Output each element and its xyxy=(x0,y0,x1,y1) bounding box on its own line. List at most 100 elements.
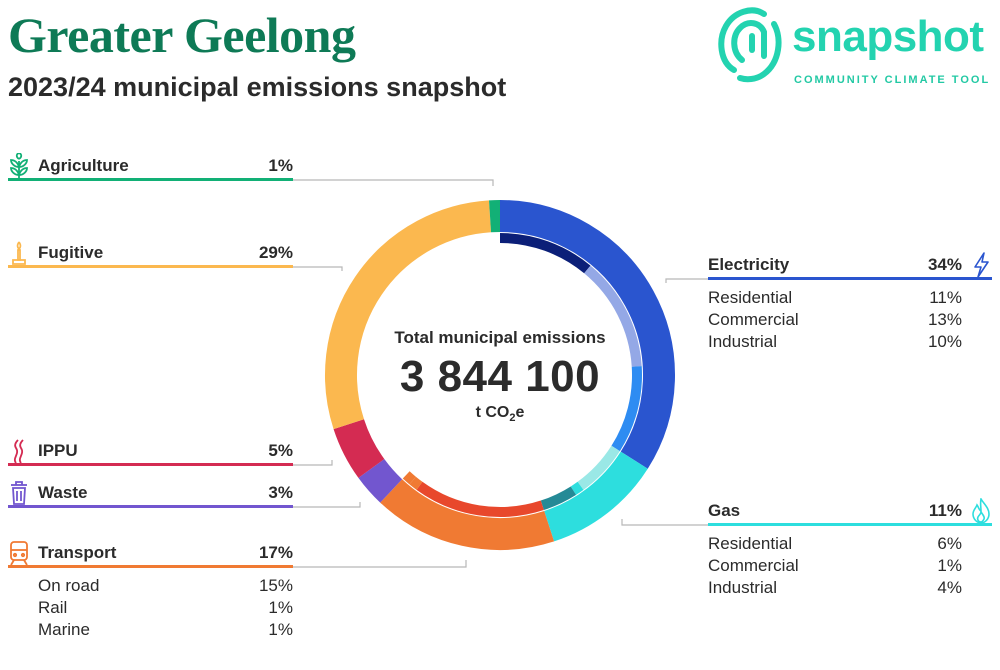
donut-slice-fugitive xyxy=(325,200,492,430)
leader-ippu xyxy=(293,460,333,466)
category-gas: Gas 11% xyxy=(708,498,992,526)
sub-item-electricity-industrial: Industrial 10% xyxy=(708,332,962,354)
page-title: Greater Geelong xyxy=(8,7,356,63)
sub-item-pct: 4% xyxy=(937,578,962,597)
sub-item-label: Residential xyxy=(708,288,793,307)
sub-item-label: Marine xyxy=(38,620,90,639)
category-fugitive: Fugitive 29% xyxy=(8,240,293,268)
center-title: Total municipal emissions xyxy=(394,328,606,347)
donut-slice-waste xyxy=(358,458,403,503)
sub-item-rail: Rail 1% xyxy=(38,598,293,620)
donut-slice-electricity xyxy=(499,200,675,469)
lightning-icon xyxy=(974,252,989,278)
inner-slice-electricity-residential xyxy=(499,233,591,274)
category-agriculture: Agriculture 1% xyxy=(8,153,293,181)
flare-icon xyxy=(12,241,26,265)
bin-icon xyxy=(11,481,27,505)
sub-item-electricity-commercial: Commercial 13% xyxy=(708,310,962,332)
inner-slice-transport-rail xyxy=(409,476,423,490)
leaf-icon xyxy=(10,153,28,178)
inner-slice-gas-industrial xyxy=(540,486,577,511)
category-label: Gas xyxy=(708,501,741,520)
inner-slice-gas-commercial xyxy=(570,481,584,495)
inner-slice-transport-on-road xyxy=(416,481,544,517)
inner-ring xyxy=(402,233,642,517)
leader-lines xyxy=(293,179,708,568)
sub-item-pct: 1% xyxy=(937,556,962,575)
logo-wordmark: snapshot xyxy=(792,12,984,61)
leader-fugitive xyxy=(293,266,343,271)
sub-item-pct: 6% xyxy=(937,534,962,553)
category-pct: 11% xyxy=(928,501,962,520)
sub-item-on-road: On road 15% xyxy=(38,576,293,598)
sub-item-electricity-residential: Residential 11% xyxy=(708,288,962,310)
sub-item-pct: 15% xyxy=(258,576,293,595)
inner-slice-gas-residential xyxy=(577,445,620,490)
leader-gas xyxy=(621,519,708,526)
category-pct: 29% xyxy=(258,243,293,262)
category-rule xyxy=(8,565,293,568)
category-pct: 1% xyxy=(268,156,293,175)
category-pct: 17% xyxy=(258,543,293,562)
category-label: Waste xyxy=(38,483,88,502)
sub-item-label: Industrial xyxy=(708,578,777,597)
sub-item-gas-industrial: Industrial 4% xyxy=(708,578,962,600)
inner-slice-transport-marine xyxy=(402,471,416,485)
sub-item-label: Residential xyxy=(708,534,793,553)
sub-item-pct: 11% xyxy=(929,288,962,307)
train-icon xyxy=(10,541,28,566)
category-label: Transport xyxy=(38,543,117,562)
category-transport: Transport 17% xyxy=(8,540,293,568)
category-pct: 5% xyxy=(268,441,293,460)
donut-slice-ippu xyxy=(333,418,385,478)
leader-agriculture xyxy=(293,179,494,186)
unit-suffix: e xyxy=(515,404,525,421)
unit-subscript: 2 xyxy=(509,412,516,425)
logo-mark-icon xyxy=(718,7,782,83)
category-waste: Waste 3% xyxy=(8,480,293,508)
outer-ring xyxy=(325,200,675,550)
category-rule xyxy=(8,505,293,508)
category-rule xyxy=(8,178,293,181)
sub-item-label: Commercial xyxy=(708,556,799,575)
logo-tagline: COMMUNITY CLIMATE TOOL xyxy=(794,74,991,86)
flame-icon xyxy=(972,498,990,524)
category-rule xyxy=(708,277,992,280)
leader-electricity xyxy=(665,278,708,283)
category-label: IPPU xyxy=(38,441,78,460)
category-rule xyxy=(8,463,293,466)
sub-item-label: Rail xyxy=(38,598,68,617)
category-rule xyxy=(8,265,293,268)
sub-item-pct: 13% xyxy=(927,310,962,329)
donut-slice-gas xyxy=(543,451,648,542)
donut-slice-transport xyxy=(380,479,555,550)
category-pct: 34% xyxy=(927,255,962,274)
sub-item-pct: 1% xyxy=(268,598,293,617)
center-unit: t CO2e xyxy=(350,404,650,424)
inner-slice-electricity-industrial xyxy=(611,366,642,452)
sub-item-label: Commercial xyxy=(708,310,799,329)
smoke-icon xyxy=(13,439,24,464)
inner-slice-electricity-commercial xyxy=(584,265,642,367)
unit-prefix: t CO xyxy=(475,404,510,421)
center-total-value: 3 844 100 xyxy=(399,352,601,401)
leader-waste xyxy=(293,502,361,508)
snapshot-logo: snapshot COMMUNITY CLIMATE TOOL xyxy=(712,0,1000,92)
sub-item-pct: 10% xyxy=(927,332,962,351)
leader-transport xyxy=(293,560,467,568)
sub-item-gas-residential: Residential 6% xyxy=(708,534,962,556)
sub-item-marine: Marine 1% xyxy=(38,620,293,642)
category-label: Agriculture xyxy=(38,156,129,175)
category-ippu: IPPU 5% xyxy=(8,438,293,466)
category-label: Fugitive xyxy=(38,243,104,262)
sub-item-gas-commercial: Commercial 1% xyxy=(708,556,962,578)
sub-item-label: On road xyxy=(38,576,100,595)
category-pct: 3% xyxy=(268,483,293,502)
sub-item-pct: 1% xyxy=(268,620,293,639)
sub-item-label: Industrial xyxy=(708,332,777,351)
category-electricity: Electricity 34% xyxy=(708,252,992,280)
category-label: Electricity xyxy=(708,255,790,274)
category-rule xyxy=(708,523,992,526)
page-subtitle: 2023/24 municipal emissions snapshot xyxy=(8,72,507,102)
